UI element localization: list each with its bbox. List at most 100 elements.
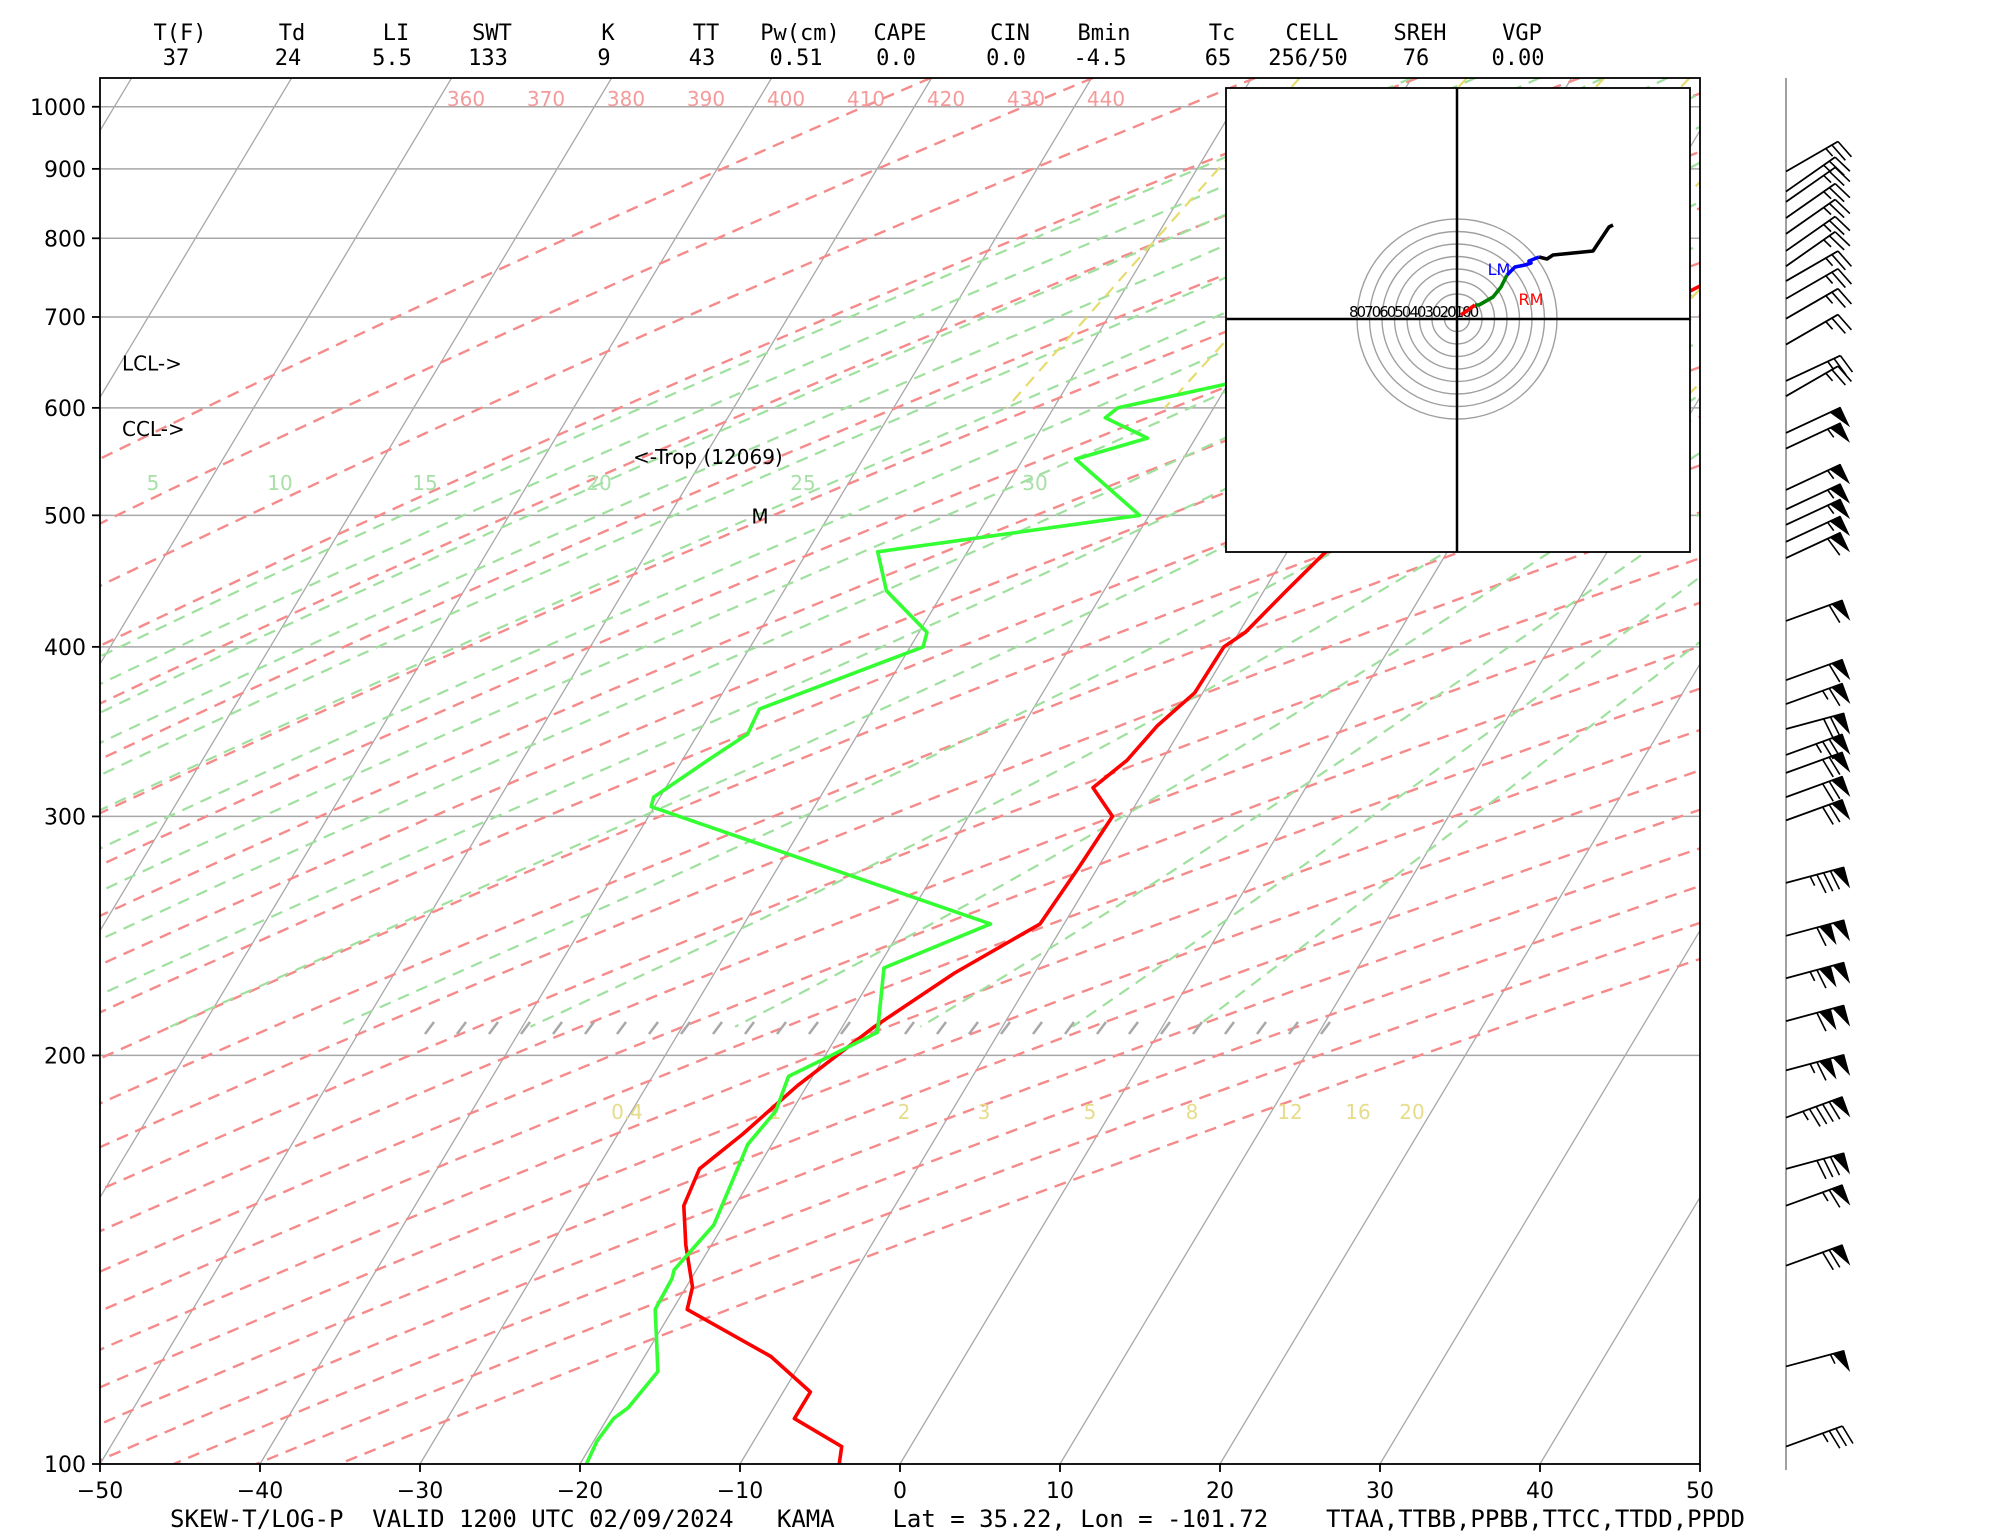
wind-barb-full	[1816, 1160, 1827, 1180]
p-tick-label-1000: 1000	[30, 96, 86, 121]
wind-barb-half	[1827, 361, 1835, 371]
wind-barbs	[1785, 78, 1854, 1470]
wind-barb-full	[1837, 140, 1853, 158]
wind-barb-full	[1828, 202, 1845, 219]
x-tick-label-30: 30	[1366, 1479, 1394, 1504]
p-tick-label-200: 200	[44, 1044, 86, 1069]
mixing-ratio-label-12: 12	[1277, 1100, 1302, 1124]
wind-barb-full	[1827, 538, 1841, 556]
wind-barb-half	[1825, 275, 1834, 284]
wind-barb-full	[1831, 271, 1846, 289]
moist-adiabat-label-15: 15	[412, 471, 437, 495]
wind-barb	[1785, 198, 1851, 235]
dry-adiabat-360	[100, 556, 1700, 1192]
wind-barb-shaft	[1785, 198, 1836, 235]
wind-barb	[1785, 1053, 1851, 1081]
wind-barb	[1785, 1096, 1851, 1127]
moist-adiabat-44	[1195, 640, 1700, 1028]
hatch-mark	[1192, 1021, 1203, 1035]
wind-barb	[1785, 365, 1853, 397]
wind-barb-full	[1821, 783, 1834, 802]
wind-barb-full	[1834, 231, 1851, 247]
wind-barb	[1785, 866, 1851, 894]
wind-barb-flag	[1830, 1184, 1851, 1206]
mixing-ratio-label-5: 5	[1084, 1100, 1097, 1124]
wind-barb-full	[1831, 369, 1846, 386]
wind-barb-flag	[1818, 1057, 1837, 1080]
dry-adiabat-440	[173, 884, 1700, 1464]
hatch-mark	[1256, 1021, 1267, 1035]
wind-barb	[1785, 515, 1851, 543]
dry-adiabat-label-360: 360	[447, 87, 485, 111]
header-value-9: -4.5	[1074, 46, 1127, 71]
wind-barb-full	[1808, 1108, 1821, 1127]
wind-barb-full	[1822, 718, 1834, 738]
wind-barb-full	[1821, 806, 1834, 825]
wind-barb	[1785, 961, 1851, 989]
wind-barb-full	[1828, 1101, 1841, 1120]
header-label-10: Tc	[1209, 21, 1236, 46]
wind-barb-flag	[1829, 463, 1851, 485]
wind-barb	[1785, 599, 1851, 624]
wind-barb	[1785, 267, 1853, 300]
wind-barb-full	[1834, 198, 1851, 215]
dry-adiabat-320	[100, 365, 1700, 1014]
dry-adiabat-340	[100, 464, 1700, 1105]
x-tick-label--40: −40	[237, 1479, 283, 1504]
x-tick-label--10: −10	[717, 1479, 763, 1504]
wind-barb	[1785, 1184, 1851, 1208]
footer-caption: SKEW-T/LOG-P VALID 1200 UTC 02/09/2024 K…	[170, 1505, 1745, 1533]
wind-barb-shaft	[1785, 140, 1839, 173]
x-tick-label-20: 20	[1206, 1479, 1234, 1504]
moist-adiabat-28	[529, 393, 1700, 1028]
hatch-mark	[1320, 1021, 1331, 1035]
wind-barb-half	[1823, 239, 1832, 248]
moist-adiabat--20	[100, 78, 1413, 658]
wind-barb	[1785, 1004, 1851, 1032]
isotherm-20	[1219, 662, 1700, 1464]
wind-barb	[1785, 712, 1851, 738]
wind-barb-flag	[1830, 733, 1851, 755]
hodograph-ring-labels: 80706050403020100	[1349, 303, 1479, 321]
isotherm--70	[100, 78, 613, 932]
header-value-6: 0.51	[770, 46, 823, 71]
wind-barb-full	[1828, 1430, 1841, 1449]
header-label-6: Pw(cm)	[760, 21, 839, 46]
x-tick-label-0: 0	[893, 1479, 907, 1504]
header-label-4: K	[601, 21, 615, 46]
wind-barb-flag	[1832, 1350, 1851, 1372]
x-tick-label--20: −20	[557, 1479, 603, 1504]
hatch-mark	[584, 1021, 595, 1035]
wind-barb	[1785, 919, 1851, 947]
isotherm-40	[1539, 1196, 1700, 1464]
wind-barb-flag	[1818, 965, 1837, 988]
dry-adiabat-label-410: 410	[847, 87, 885, 111]
wind-barb-full	[1828, 1249, 1841, 1268]
header-value-5: 43	[689, 46, 716, 71]
hodograph-segment-2	[1505, 255, 1540, 277]
wind-barb	[1785, 1152, 1851, 1180]
dry-adiabat-290	[100, 206, 1700, 867]
isotherm--80	[100, 78, 453, 666]
wind-barb-half	[1827, 470, 1835, 480]
wind-barb-shaft	[1785, 182, 1836, 219]
dry-adiabat-label-440: 440	[1087, 87, 1125, 111]
isotherm--60	[100, 78, 773, 1199]
wind-barb-half	[1821, 1432, 1829, 1443]
header-label-1: Td	[279, 21, 306, 46]
wind-barb	[1785, 422, 1851, 450]
wind-barb-half	[1809, 971, 1816, 982]
p-tick-label-300: 300	[44, 805, 86, 830]
header-label-5: TT	[693, 21, 720, 46]
wind-barb-half	[1809, 1063, 1816, 1074]
hatch-mark	[488, 1021, 499, 1035]
wind-barb-shaft	[1785, 365, 1839, 397]
wind-barb-flag	[1832, 1004, 1851, 1027]
moist-adiabat-0	[100, 92, 1700, 812]
hatch-mark	[744, 1021, 755, 1035]
wind-barb-half	[1825, 257, 1834, 267]
wind-barb-full	[1816, 1012, 1827, 1032]
